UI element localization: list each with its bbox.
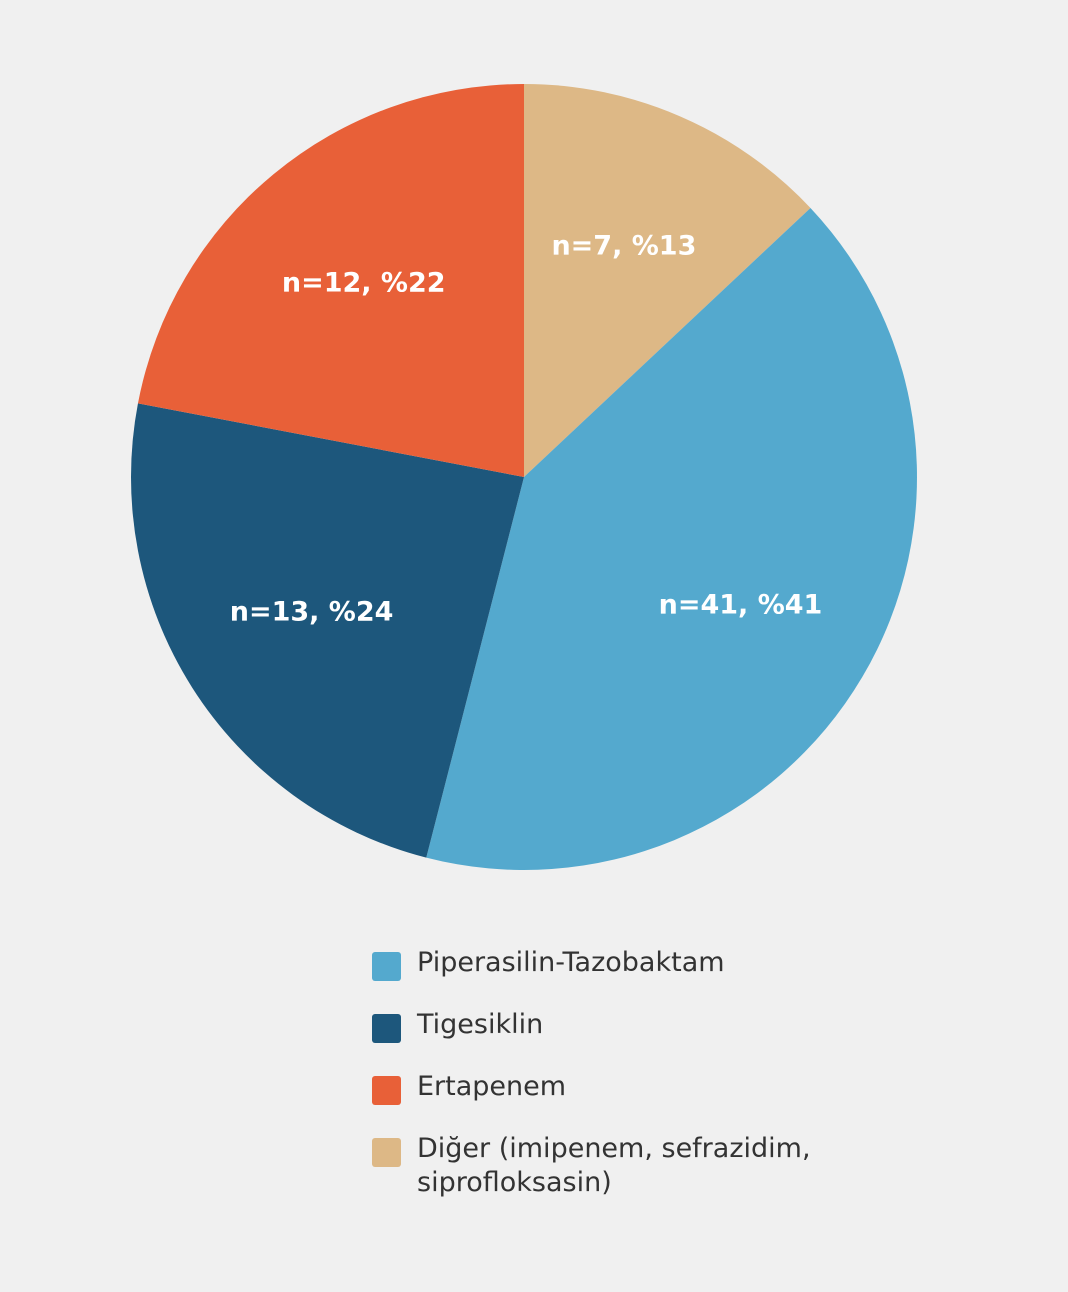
legend-item-tigesiklin: Tigesiklin: [372, 1008, 892, 1043]
pie-label-tigesiklin: n=13, %24: [230, 596, 394, 627]
legend-item-piperasilin-tazobaktam: Piperasilin-Tazobaktam: [372, 946, 892, 981]
legend-item-diger: Diğer (imipenem, sefrazidim, siprofloksa…: [372, 1132, 892, 1200]
pie-label-piperasilin-tazobaktam: n=41, %41: [659, 590, 823, 621]
legend-swatch-tigesiklin: [372, 1014, 401, 1043]
legend-label-ertapenem: Ertapenem: [417, 1071, 567, 1102]
pie-label-diğer: n=7, %13: [551, 231, 696, 262]
pie-label-ertapenem: n=12, %22: [282, 268, 446, 299]
legend-swatch-diger: [372, 1138, 401, 1167]
pie-slice-tigesiklin: [130, 403, 525, 858]
legend-label-tigesiklin: Tigesiklin: [417, 1009, 544, 1040]
legend: Piperasilin-Tazobaktam Tigesiklin Ertape…: [372, 946, 892, 1200]
legend-swatch-ertapenem: [372, 1076, 401, 1105]
legend-label-diger: Diğer (imipenem, sefrazidim, siprofloksa…: [417, 1132, 811, 1200]
legend-label-diger-line-2: siprofloksasin): [417, 1167, 612, 1198]
legend-label-piperasilin-tazobaktam: Piperasilin-Tazobaktam: [417, 947, 725, 978]
legend-swatch-piperasilin-tazobaktam: [372, 952, 401, 981]
pie-chart: n=7, %13 n=41, %41 n=13, %24 n=12, %22: [130, 84, 917, 870]
legend-item-ertapenem: Ertapenem: [372, 1070, 892, 1105]
pie-slice-piperasilin-tazobaktam: [426, 207, 917, 870]
pie-slice-diğer: [524, 84, 811, 477]
pie-slice-ertapenem: [137, 84, 524, 477]
legend-label-diger-line-1: Diğer (imipenem, sefrazidim,: [417, 1133, 811, 1164]
